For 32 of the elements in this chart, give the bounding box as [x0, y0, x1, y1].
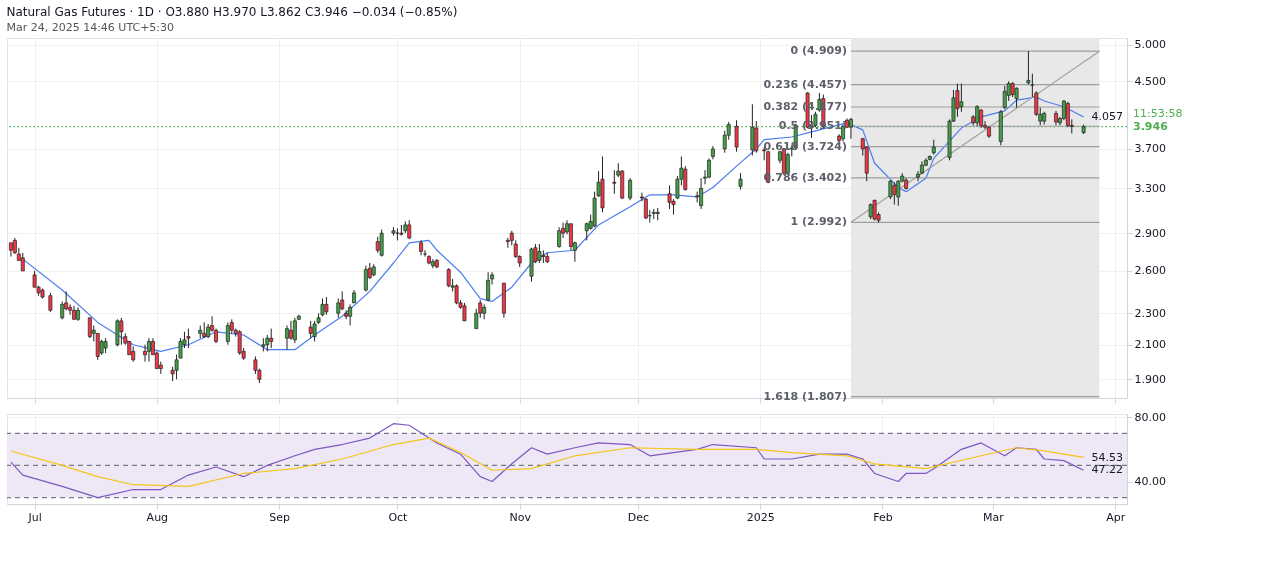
y-tick-label: 5.000 — [1134, 38, 1166, 52]
x-tick-label: Feb — [873, 510, 893, 524]
x-tick-label: 2025 — [746, 510, 775, 524]
x-tick-label: Apr — [1106, 510, 1126, 524]
y-tick-label: 2.300 — [1134, 306, 1166, 320]
series-label: 0 (4.909) — [790, 44, 847, 58]
series-label: 0.236 (4.457) — [763, 77, 847, 91]
series-label: 1 (2.992) — [790, 215, 847, 229]
y-tick-label: 80.00 — [1134, 410, 1166, 424]
y-tick-label: 4.500 — [1134, 74, 1166, 88]
annotation: 4.057 — [1091, 110, 1124, 124]
annotation: 54.53 — [1091, 451, 1124, 465]
chart-title: Natural Gas Futures · 1D · O3.880 H3.970 L3.862 C3.946 −0.034 (−0.85%) — [6, 5, 458, 19]
text: 11:53:58 — [1133, 106, 1183, 120]
y-tick-label: 3.700 — [1134, 142, 1166, 156]
x-tick-label: Sep — [269, 510, 290, 524]
x-tick-label: Dec — [627, 510, 650, 524]
chart-subtitle: Mar 24, 2025 14:46 UTC+5:30 — [6, 21, 175, 34]
y-tick-label: 1.900 — [1134, 372, 1166, 386]
ref-line-label: 3.946 — [1133, 119, 1169, 133]
x-tick-label: Aug — [146, 510, 169, 524]
y-tick-label: 3.300 — [1134, 181, 1166, 195]
y-tick-label: 2.600 — [1134, 264, 1166, 278]
x-tick-label: Jul — [27, 510, 42, 524]
series-label: 1.618 (1.807) — [763, 389, 847, 403]
annotation: 47.22 — [1091, 462, 1124, 476]
x-tick-label: Oct — [388, 510, 409, 524]
y-tick-label: 40.00 — [1134, 475, 1166, 488]
x-tick-label: Nov — [509, 510, 532, 524]
y-tick-label: 2.100 — [1134, 338, 1166, 352]
y-tick-label: 2.900 — [1134, 226, 1166, 240]
x-tick-label: Mar — [983, 510, 1005, 524]
